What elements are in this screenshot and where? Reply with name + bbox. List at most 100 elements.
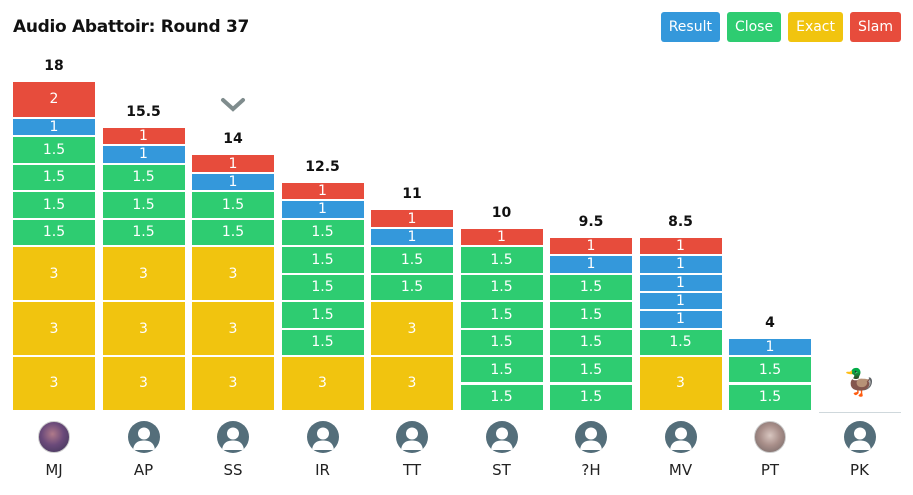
bar-segment-result[interactable]: 1 [550,256,632,275]
bar-segment-exact[interactable]: 3 [102,247,185,302]
bar-segment-slam[interactable]: 1 [281,182,364,202]
bar-total-label: 12.5 [305,158,340,175]
player-name-label: MV [668,461,693,479]
legend-result-button[interactable]: Result [660,12,720,42]
avatar[interactable] [38,421,70,453]
bar-total-label: 9.5 [578,213,604,230]
bar-segment-result[interactable]: 1 [639,274,722,293]
bar-segment-close[interactable]: 1.5 [281,329,364,357]
bar-segment-close[interactable]: 1.5 [460,357,543,385]
avatar[interactable] [754,421,786,453]
bar-segment-close[interactable]: 1.5 [13,219,95,248]
bar-segment-close[interactable]: 1.5 [639,329,722,357]
player-name-label: IR [315,461,330,479]
bar-segment-close[interactable]: 1.5 [371,247,453,275]
bar-segment-close[interactable]: 1.5 [460,384,543,412]
bar-segment-close[interactable]: 1.5 [550,302,632,330]
bar-segment-slam[interactable]: 1 [460,228,543,248]
bar-segment-close[interactable]: 1.5 [460,329,543,357]
bar-segment-result[interactable]: 1 [639,311,722,330]
bar-segment-result[interactable]: 1 [729,338,811,357]
user-icon [490,427,513,450]
bar-segment-close[interactable]: 1.5 [550,357,632,385]
bar-segment-slam[interactable]: 2 [13,82,95,119]
player-name-label: PT [760,461,780,479]
bar-segment-close[interactable]: 1.5 [281,247,364,275]
bar-segment-close[interactable]: 1.5 [729,384,811,412]
bar-segment-close[interactable]: 1.5 [281,302,364,330]
bar-segment-slam[interactable]: 1 [550,237,632,257]
chevron-down-icon [221,98,245,113]
bar-segment-close[interactable]: 1.5 [550,274,632,302]
page-title: Audio Abattoir: Round 37 [13,17,250,37]
avatar[interactable] [485,421,518,453]
bar-segment-close[interactable]: 1.5 [13,137,95,165]
bar-segment-close[interactable]: 1.5 [371,274,453,302]
bar-segment-close[interactable]: 1.5 [192,219,274,248]
player-name-label: AP [133,461,154,479]
bar-segment-result[interactable]: 1 [371,228,453,248]
user-icon [580,427,602,450]
bar-segment-close[interactable]: 1.5 [102,219,185,248]
bar-segment-exact[interactable]: 3 [102,357,185,412]
bar-segment-slam[interactable]: 1 [102,127,185,147]
bar-segment-slam[interactable]: 1 [371,210,453,229]
bar-segment-close[interactable]: 1.5 [13,192,95,220]
bar-segment-close[interactable]: 1.5 [729,357,811,385]
bar-total-label: 4 [765,314,775,331]
bar-segment-exact[interactable]: 3 [192,357,274,412]
bar-total-label: 18 [44,58,64,75]
bar-segment-result[interactable]: 1 [281,201,364,220]
avatar[interactable] [575,421,607,453]
bar-segment-close[interactable]: 1.5 [13,164,95,193]
bar-total-label: 14 [223,131,243,148]
bar-segment-exact[interactable]: 3 [13,302,95,357]
bar-segment-exact[interactable]: 3 [102,302,185,357]
bar-segment-result[interactable]: 1 [192,173,274,193]
bar-segment-slam[interactable]: 1 [639,237,722,257]
bar-segment-exact[interactable]: 3 [192,302,274,357]
bar-segment-close[interactable]: 1.5 [102,192,185,220]
player-name-label: SS [223,461,243,479]
bar-segment-close[interactable]: 1.5 [550,329,632,357]
bar-segment-exact[interactable]: 3 [371,302,453,357]
bar-segment-close[interactable]: 1.5 [192,192,274,220]
legend-slam-button[interactable]: Slam [850,12,901,42]
avatar[interactable] [217,421,249,453]
avatar[interactable] [306,421,339,453]
bar-total-label: 8.5 [668,213,693,230]
player-name-label: ?H [581,461,601,479]
avatar[interactable] [396,421,428,453]
bar-segment-close[interactable]: 1.5 [460,247,543,275]
bar-segment-slam[interactable]: 1 [192,155,274,174]
avatar[interactable] [127,421,160,453]
bar-segment-exact[interactable]: 3 [13,357,95,412]
avatar[interactable] [843,421,876,453]
bar-segment-close[interactable]: 1.5 [550,384,632,412]
legend-exact-button[interactable]: Exact [788,12,843,42]
user-icon [669,427,692,450]
bar-segment-exact[interactable]: 3 [192,247,274,302]
user-icon [222,427,244,450]
player-name-label: ST [492,461,511,479]
user-icon [401,427,423,450]
user-icon [132,427,155,450]
bar-segment-exact[interactable]: 3 [639,357,722,412]
bar-segment-result[interactable]: 1 [639,292,722,312]
user-icon [848,427,871,450]
bar-segment-exact[interactable]: 3 [371,357,453,412]
bar-total-label: 11 [402,186,422,203]
bar-segment-close[interactable]: 1.5 [281,274,364,302]
avatar[interactable] [664,421,697,453]
bar-segment-exact[interactable]: 3 [13,247,95,302]
bar-segment-result[interactable]: 1 [639,256,722,275]
bar-segment-close[interactable]: 1.5 [102,164,185,193]
bar-segment-close[interactable]: 1.5 [460,274,543,302]
bar-segment-close[interactable]: 1.5 [460,302,543,330]
bar-segment-exact[interactable]: 3 [281,357,364,412]
user-icon [311,427,334,450]
bar-segment-result[interactable]: 1 [13,118,95,138]
bar-segment-close[interactable]: 1.5 [281,219,364,248]
bar-segment-result[interactable]: 1 [102,146,185,165]
legend-close-button[interactable]: Close [726,12,782,42]
